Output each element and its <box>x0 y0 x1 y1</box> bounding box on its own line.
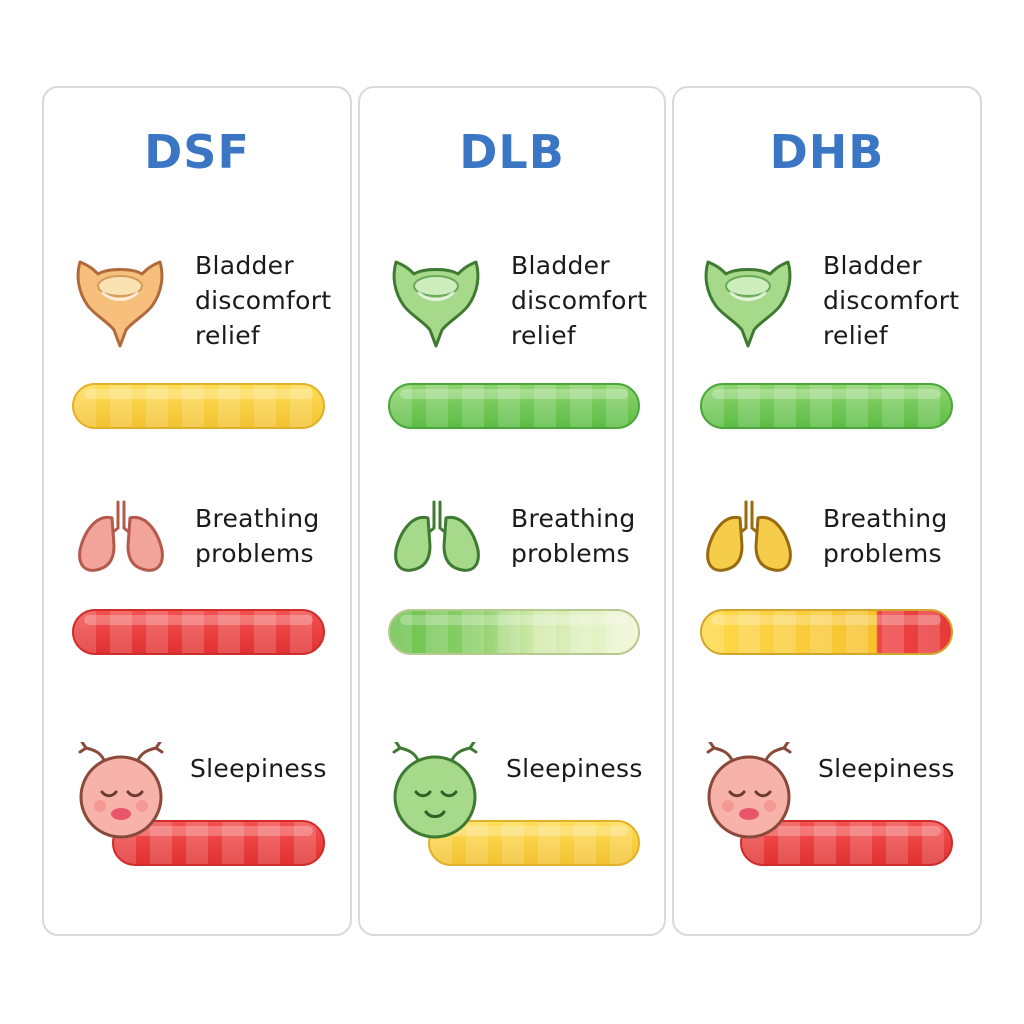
metric-label-bladder: Bladder discomfort relief <box>195 251 332 350</box>
level-bar-bladder <box>388 383 640 429</box>
metric-label-sleepiness: Sleepiness <box>190 754 327 783</box>
card-title: DSF <box>144 125 250 179</box>
level-bar-breathing <box>700 609 953 655</box>
metric-label-sleepiness: Sleepiness <box>506 754 643 783</box>
level-bar-breathing <box>72 609 325 655</box>
card-title: DLB <box>459 125 565 179</box>
lungs-icon <box>78 500 164 572</box>
sleepy-face-icon <box>706 742 792 839</box>
metric-label-bladder: Bladder discomfort relief <box>823 251 960 350</box>
level-bar-sleepiness <box>112 820 325 866</box>
bladder-icon <box>76 260 164 348</box>
level-bar-sleepiness <box>428 820 640 866</box>
level-bar-bladder <box>72 383 325 429</box>
card-title: DHB <box>769 125 885 179</box>
metric-label-breathing: Breathing problems <box>511 504 636 568</box>
level-bar-breathing <box>388 609 640 655</box>
bladder-icon <box>704 260 792 348</box>
lungs-icon <box>706 500 792 572</box>
metric-label-sleepiness: Sleepiness <box>818 754 955 783</box>
metric-label-breathing: Breathing problems <box>195 504 320 568</box>
bladder-icon <box>392 260 480 348</box>
sleepy-face-icon <box>392 742 478 839</box>
lungs-icon <box>394 500 480 572</box>
level-bar-bladder <box>700 383 953 429</box>
metric-label-bladder: Bladder discomfort relief <box>511 251 648 350</box>
sleepy-face-icon <box>78 742 164 839</box>
metric-label-breathing: Breathing problems <box>823 504 948 568</box>
